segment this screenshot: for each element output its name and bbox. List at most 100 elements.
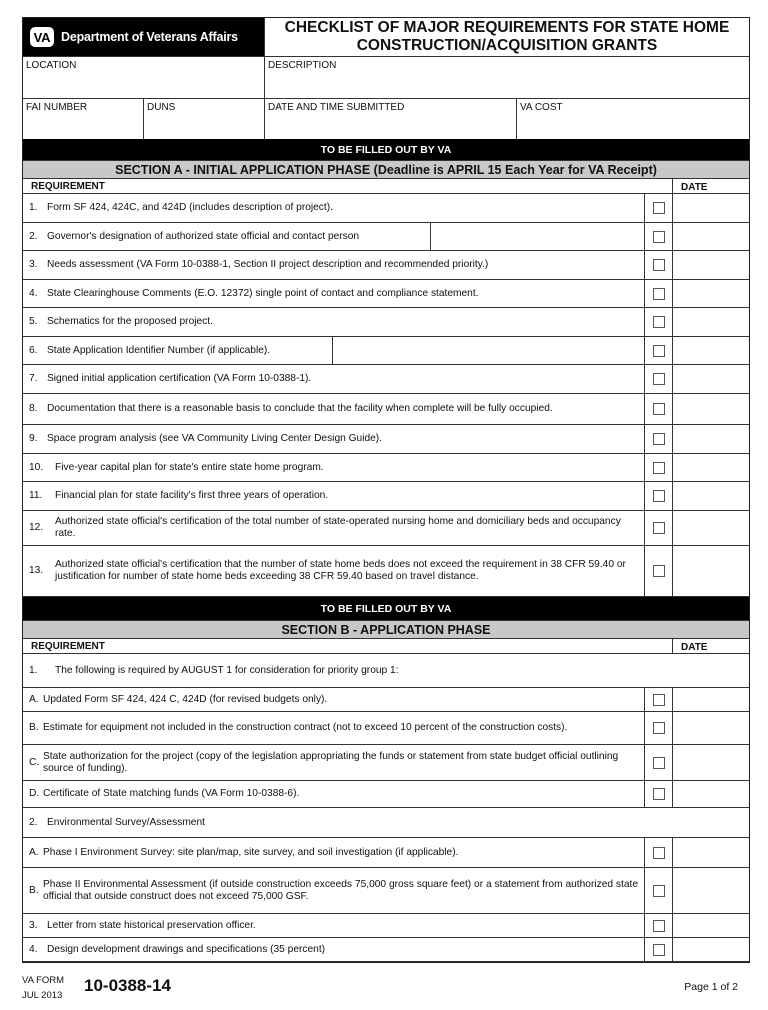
requirement-row: 9. Space program analysis (see VA Communi…	[23, 425, 749, 454]
date-input-cell[interactable]	[672, 745, 749, 780]
svg-text:VA: VA	[34, 30, 52, 45]
requirement-row: 1. The following is required by AUGUST 1 …	[23, 654, 749, 688]
checkbox-cell	[644, 838, 672, 867]
requirement-checkbox[interactable]	[652, 316, 665, 328]
date-input-cell[interactable]	[672, 511, 749, 545]
form-number: 10-0388-14	[84, 976, 171, 995]
location-field[interactable]: LOCATION	[23, 57, 265, 98]
requirement-text: Form SF 424, 424C, and 424D (includes de…	[47, 202, 333, 213]
requirement-checkbox[interactable]	[652, 230, 665, 243]
agency-logo-block: VA Department of Veterans Affairs	[23, 18, 265, 56]
requirement-checkbox[interactable]	[652, 461, 665, 474]
date-input-cell[interactable]	[672, 938, 749, 961]
va-only-banner-b: TO BE FILLED OUT BY VA	[23, 597, 749, 621]
date-input-cell[interactable]	[672, 337, 749, 364]
date-input-cell[interactable]	[672, 365, 749, 393]
checkbox-cell	[644, 337, 672, 364]
requirement-checkbox[interactable]	[652, 259, 665, 271]
requirement-row: D. Certificate of State matching funds (V…	[23, 781, 749, 808]
date-input-cell[interactable]	[672, 868, 749, 913]
requirement-text-cell: A. Updated Form SF 424, 424 C, 424D (for …	[23, 688, 644, 711]
section-a-title: SECTION A - INITIAL APPLICATION PHASE (D…	[23, 161, 749, 179]
requirement-number: 3.	[29, 259, 38, 270]
date-input-cell[interactable]	[672, 223, 749, 250]
requirement-text: Phase I Environment Survey: site plan/ma…	[43, 846, 459, 858]
requirement-row: 1. Form SF 424, 424C, and 424D (includes …	[23, 194, 749, 223]
date-input-cell[interactable]	[672, 546, 749, 596]
requirement-row: 2. Governor's designation of authorized s…	[23, 223, 749, 251]
checkbox-cell	[644, 280, 672, 307]
requirement-checkbox[interactable]	[652, 788, 665, 800]
requirement-header: REQUIREMENT	[31, 181, 105, 192]
requirement-row: 4. State Clearinghouse Comments (E.O. 123…	[23, 280, 749, 308]
requirement-checkbox[interactable]	[652, 403, 665, 415]
requirement-checkbox[interactable]	[652, 846, 665, 859]
va-only-banner-a: TO BE FILLED OUT BY VA	[23, 139, 749, 161]
requirement-text: State Clearinghouse Comments (E.O. 12372…	[47, 287, 479, 299]
requirement-row: 7. Signed initial application certificati…	[23, 365, 749, 394]
duns-label: DUNS	[147, 102, 176, 113]
requirement-checkbox[interactable]	[652, 693, 665, 706]
va-cost-field[interactable]: VA COST	[517, 99, 749, 139]
date-input-cell[interactable]	[672, 914, 749, 937]
date-input-cell[interactable]	[672, 425, 749, 453]
requirement-text-cell: 4. State Clearinghouse Comments (E.O. 123…	[23, 280, 644, 307]
requirement-checkbox[interactable]	[652, 344, 665, 357]
requirement-row: A. Updated Form SF 424, 424 C, 424D (for …	[23, 688, 749, 712]
requirement-number: 6.	[29, 344, 38, 356]
va-seal-icon: VA	[30, 27, 54, 47]
requirement-checkbox[interactable]	[652, 722, 665, 734]
requirement-text: State authorization for the project (cop…	[43, 750, 619, 774]
date-input-cell[interactable]	[672, 688, 749, 711]
requirement-text: Documentation that there is a reasonable…	[47, 403, 553, 414]
date-input-cell[interactable]	[672, 194, 749, 222]
requirement-text: Estimate for equipment not included in t…	[43, 722, 568, 733]
date-input-cell[interactable]	[672, 482, 749, 510]
date-submitted-label: DATE AND TIME SUBMITTED	[268, 102, 405, 113]
requirement-number: 5.	[29, 316, 38, 327]
requirement-checkbox[interactable]	[652, 756, 665, 769]
checkbox-cell	[644, 251, 672, 279]
requirement-row: 3. Needs assessment (VA Form 10-0388-1, S…	[23, 251, 749, 280]
checkbox-cell	[644, 914, 672, 937]
requirement-number: 4.	[29, 943, 38, 955]
date-header: DATE	[672, 179, 749, 193]
requirement-text: Phase II Environmental Assessment (if ou…	[43, 878, 638, 902]
date-submitted-field[interactable]: DATE AND TIME SUBMITTED	[265, 99, 517, 139]
requirement-number: 1.	[29, 664, 38, 676]
date-input-cell[interactable]	[672, 781, 749, 807]
duns-field[interactable]: DUNS	[144, 99, 265, 139]
requirement-checkbox[interactable]	[652, 202, 665, 214]
date-input-cell[interactable]	[672, 308, 749, 336]
requirement-text: Five-year capital plan for state's entir…	[55, 461, 324, 473]
requirement-checkbox[interactable]	[652, 884, 665, 897]
requirement-checkbox[interactable]	[652, 565, 665, 577]
title-line-2: CONSTRUCTION/ACQUISITION GRANTS	[356, 37, 658, 54]
requirement-row: 2. Environmental Survey/Assessment	[23, 808, 749, 838]
checkbox-cell	[644, 868, 672, 913]
requirement-checkbox[interactable]	[652, 919, 665, 932]
requirement-checkbox[interactable]	[652, 522, 665, 534]
date-input-cell[interactable]	[672, 394, 749, 424]
date-input-cell[interactable]	[672, 454, 749, 481]
date-input-cell[interactable]	[672, 280, 749, 307]
requirement-text: Governor's designation of authorized sta…	[47, 230, 360, 242]
requirement-text-cell: B. Phase II Environmental Assessment (if …	[23, 868, 644, 913]
requirement-text: Authorized state official's certificatio…	[55, 559, 626, 582]
requirement-text-cell: 12. Authorized state official's certifica…	[23, 511, 644, 545]
requirement-checkbox[interactable]	[652, 373, 665, 385]
requirement-text-cell: 3. Letter from state historical preservat…	[23, 914, 644, 937]
requirement-checkbox[interactable]	[652, 490, 665, 502]
fai-number-field[interactable]: FAI NUMBER	[23, 99, 144, 139]
description-field[interactable]: DESCRIPTION	[265, 57, 749, 98]
requirement-checkbox[interactable]	[652, 287, 665, 300]
date-input-cell[interactable]	[672, 251, 749, 279]
form-header: VA Department of Veterans Affairs CHECKL…	[23, 18, 749, 57]
requirement-checkbox[interactable]	[652, 433, 665, 445]
requirement-number: 9.	[29, 433, 38, 444]
requirement-row: C. State authorization for the project (c…	[23, 745, 749, 781]
requirement-checkbox[interactable]	[652, 943, 665, 956]
date-input-cell[interactable]	[672, 712, 749, 744]
requirement-number: 4.	[29, 287, 38, 299]
date-input-cell[interactable]	[672, 838, 749, 867]
